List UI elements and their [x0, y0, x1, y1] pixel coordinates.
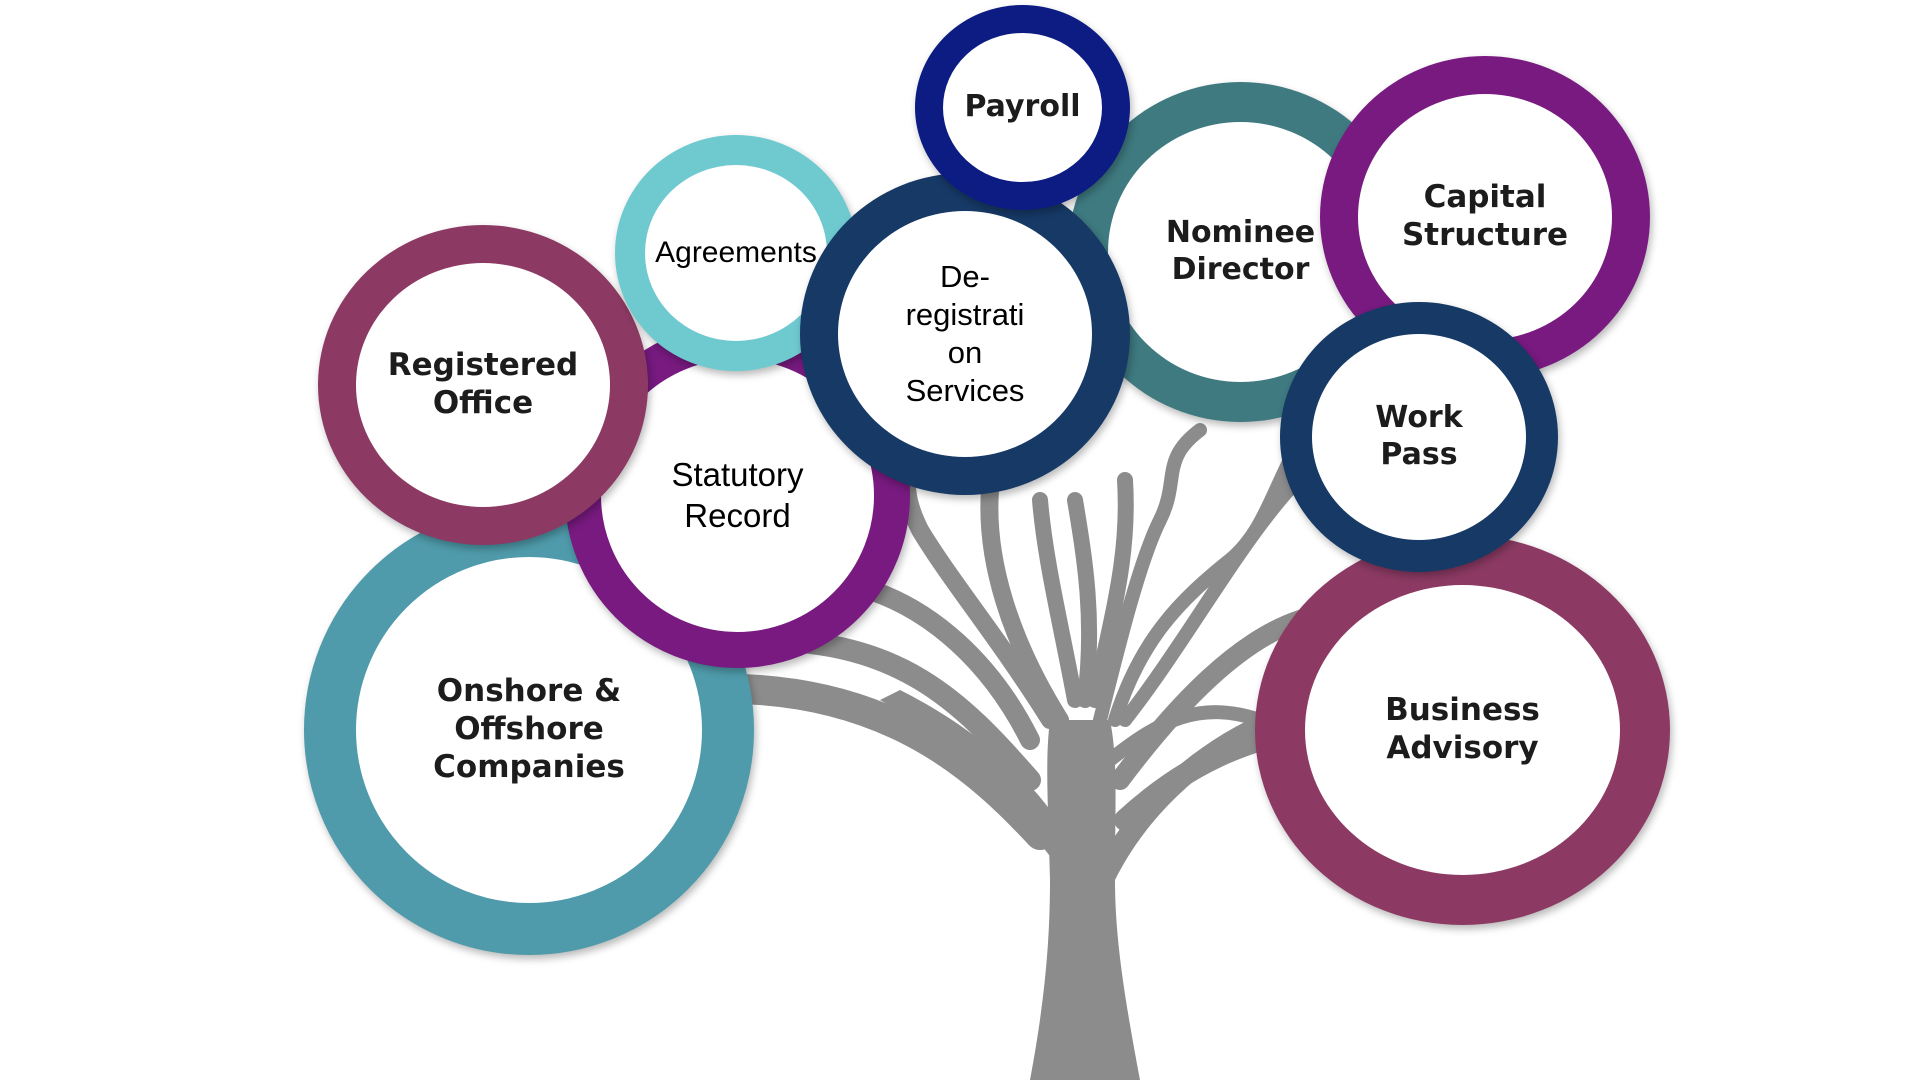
- tree-fork-left: [880, 690, 1070, 870]
- node-label: Work Pass: [1375, 400, 1463, 472]
- tree-fork-right: [1100, 710, 1280, 880]
- node-label: Agreements: [655, 235, 817, 269]
- node-label: Nominee Director: [1165, 215, 1316, 287]
- node-label: Statutory Record: [671, 456, 804, 534]
- node-label: Payroll: [964, 89, 1081, 125]
- node-deregistration-services: De- registrati on Services: [800, 173, 1130, 495]
- node-label: De- registrati on Services: [905, 259, 1025, 408]
- node-label: Business Advisory: [1385, 692, 1540, 766]
- node-label: Onshore & Offshore Companies: [433, 673, 625, 785]
- tree-trunk: [1030, 720, 1140, 1080]
- node-registered-office: Registered Office: [318, 225, 648, 545]
- node-label: Capital Structure: [1401, 179, 1569, 253]
- node-statutory-record: Statutory Record: [565, 323, 910, 668]
- node-work-pass: Work Pass: [1280, 302, 1558, 572]
- node-payroll: Payroll: [915, 5, 1130, 210]
- node-business-advisory: Business Advisory: [1255, 535, 1670, 925]
- node-label: Registered Office: [387, 347, 579, 421]
